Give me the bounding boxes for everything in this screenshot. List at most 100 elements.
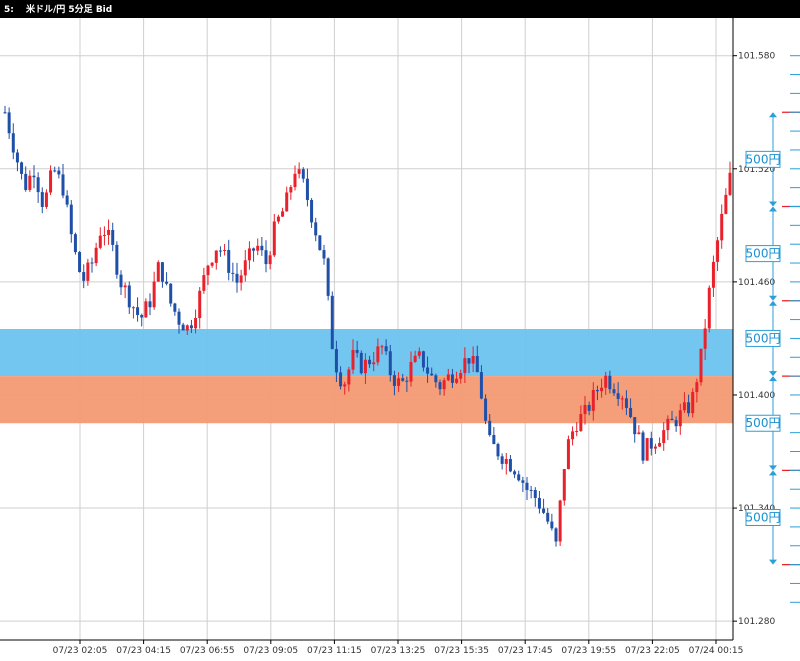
candle-down — [218, 250, 222, 252]
candle-up — [409, 361, 413, 382]
candle-down — [260, 245, 264, 251]
time-tick-label: 07/23 15:35 — [434, 646, 489, 656]
candle-down — [488, 420, 492, 435]
marker-label-box — [745, 508, 781, 526]
candle-up — [243, 260, 247, 276]
candle-down — [181, 324, 185, 331]
candle-down — [500, 456, 504, 464]
candle-down — [69, 204, 73, 235]
candle-up — [471, 356, 475, 364]
candle-down — [252, 248, 256, 251]
candle-down — [334, 349, 338, 373]
marker-arrow-down — [769, 465, 777, 471]
candle-down — [450, 374, 454, 383]
candle-up — [210, 262, 214, 266]
candle-down — [612, 389, 616, 394]
candle-down — [314, 222, 318, 236]
candle-down — [61, 174, 65, 196]
candle-down — [392, 375, 396, 386]
time-tick-label: 07/23 06:55 — [180, 646, 235, 656]
candle-down — [15, 152, 19, 163]
marker-arrow-down — [769, 371, 777, 377]
candle-down — [326, 258, 330, 296]
candle-down — [633, 417, 637, 435]
candle-down — [359, 352, 363, 374]
candle-up — [276, 216, 280, 222]
chart-prefix: 5: — [4, 5, 14, 15]
marker-label: 500円 — [746, 152, 781, 166]
candle-down — [148, 301, 152, 308]
marker-label: 500円 — [746, 247, 781, 261]
candle-up — [591, 390, 595, 411]
candle-up — [703, 328, 707, 349]
candle-up — [214, 250, 218, 263]
candle-down — [3, 112, 7, 114]
candle-down — [7, 112, 11, 134]
candle-down — [674, 420, 678, 427]
candle-up — [86, 262, 90, 281]
marker-label: 500円 — [746, 510, 781, 524]
candle-down — [310, 199, 314, 223]
candle-down — [533, 490, 537, 498]
candle-up — [566, 439, 570, 470]
candle-down — [160, 262, 164, 282]
candle-up — [455, 378, 459, 383]
candle-up — [28, 175, 32, 190]
candle-up — [658, 443, 662, 447]
marker-arrow-up — [769, 300, 777, 306]
candle-up — [682, 402, 686, 411]
candle-down — [479, 372, 483, 399]
candle-down — [641, 432, 645, 461]
candle-up — [268, 255, 272, 265]
candle-down — [384, 346, 388, 352]
time-tick-label: 07/23 09:05 — [243, 646, 298, 656]
candle-down — [434, 375, 438, 383]
candle-up — [223, 249, 227, 251]
candle-up — [156, 262, 160, 282]
candle-down — [264, 250, 268, 265]
marker-label-box — [745, 414, 781, 432]
candle-up — [699, 348, 703, 383]
candle-down — [227, 249, 231, 273]
candle-down — [550, 521, 554, 529]
candle-up — [620, 398, 624, 400]
candles — [3, 105, 732, 547]
candle-up — [558, 500, 562, 542]
candle-down — [508, 458, 512, 472]
time-tick-label: 07/23 22:05 — [625, 646, 680, 656]
candle-up — [239, 275, 243, 283]
price-bands — [0, 329, 733, 424]
candle-down — [542, 508, 546, 513]
candle-up — [380, 346, 384, 348]
marker-label-box — [745, 329, 781, 347]
candle-down — [687, 402, 691, 414]
marker-arrow-up — [769, 112, 777, 118]
candle-down — [629, 407, 633, 418]
candle-up — [372, 362, 376, 365]
candle-down — [475, 356, 479, 373]
candle-up — [185, 325, 189, 331]
candle-up — [351, 349, 355, 370]
candle-up — [152, 281, 156, 308]
candle-down — [318, 235, 322, 251]
candle-down — [421, 351, 425, 368]
candle-up — [413, 355, 417, 362]
candle-down — [82, 272, 86, 281]
time-tick-label: 07/23 17:45 — [498, 646, 553, 656]
marker-label: 500円 — [746, 331, 781, 345]
candle-down — [20, 162, 24, 174]
candle-down — [111, 229, 115, 245]
candle-up — [724, 194, 728, 214]
candle-up — [707, 287, 711, 329]
marker-arrow-down — [769, 295, 777, 301]
candle-down — [73, 234, 77, 253]
candle-down — [65, 195, 69, 205]
candle-up — [107, 229, 111, 236]
candle-down — [24, 173, 28, 190]
candle-up — [131, 307, 135, 309]
marker-label: 500円 — [746, 416, 781, 430]
price-tick-label: 101.520 — [738, 165, 775, 175]
candle-up — [417, 351, 421, 356]
candle-down — [32, 175, 36, 178]
